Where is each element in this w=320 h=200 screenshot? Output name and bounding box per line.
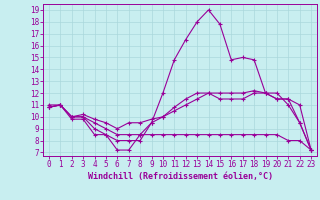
X-axis label: Windchill (Refroidissement éolien,°C): Windchill (Refroidissement éolien,°C) (87, 172, 273, 181)
